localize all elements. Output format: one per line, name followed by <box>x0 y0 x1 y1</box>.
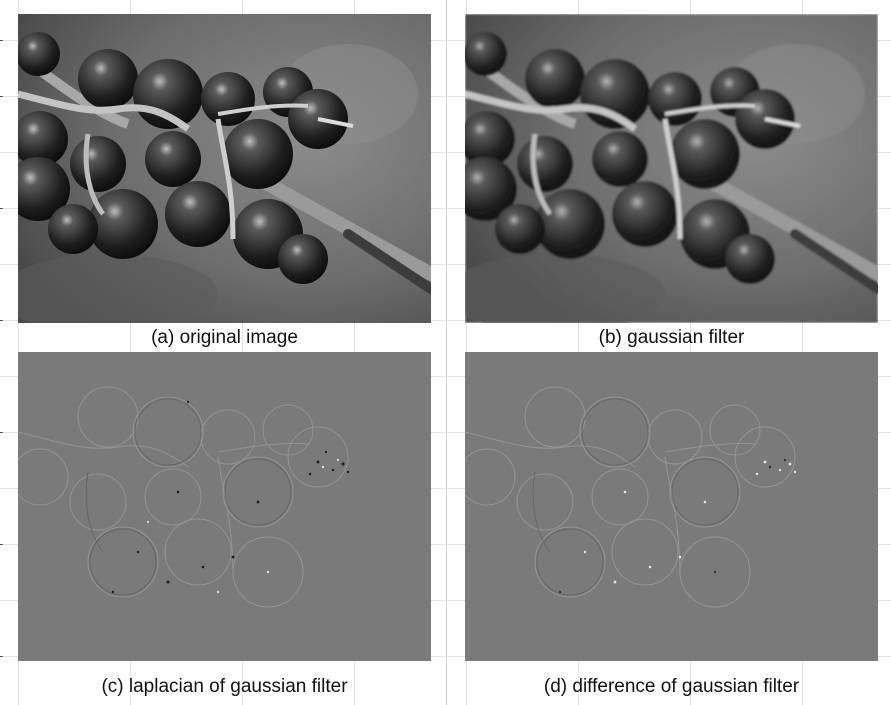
caption-d: (d) difference of gaussian filter <box>543 676 800 697</box>
panel-a-original-image <box>18 14 431 323</box>
panel-c-laplacian-of-gaussian <box>18 352 431 661</box>
caption-b: (b) gaussian filter <box>598 327 745 348</box>
caption-c: (c) laplacian of gaussian filter <box>101 676 348 697</box>
panel-d-difference-of-gaussian <box>465 352 878 661</box>
panel-b-gaussian-filter <box>465 14 878 323</box>
caption-a: (a) original image <box>151 327 298 348</box>
